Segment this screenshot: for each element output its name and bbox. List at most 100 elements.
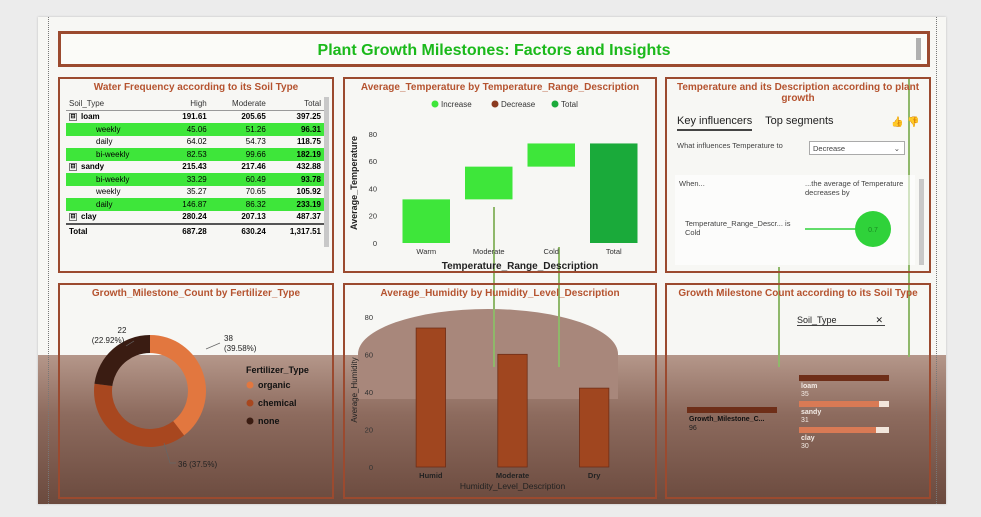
table-row[interactable]: daily 146.87 86.32 233.19 — [66, 198, 324, 211]
legend-item[interactable]: chemical — [258, 398, 297, 408]
cell-total: 233.19 — [268, 198, 324, 211]
fertilizer-donut-chart: 38(39.58%) 36 (37.5%) 22(22.92%) Fertilizer… — [92, 326, 309, 469]
soil-type-node-clay[interactable]: clay 30 — [799, 427, 889, 451]
soil-type-node-loam[interactable]: loam 35 — [799, 375, 889, 399]
cell-moderate: 70.65 — [245, 187, 266, 197]
cell-high: 280.24 — [182, 212, 207, 222]
panel-title: Growth Milestone Count according to its … — [678, 288, 918, 299]
waterfall-increase-bar[interactable] — [402, 199, 451, 243]
tab-key-influencers[interactable]: Key influencers — [677, 115, 753, 131]
legend-marker — [431, 100, 439, 108]
page-title: Plant Growth Milestones: Factors and Ins… — [317, 42, 671, 59]
waterfall-total-bar[interactable] — [590, 143, 638, 243]
table-row[interactable]: bi-weekly 33.29 60.49 93.78 — [66, 173, 324, 186]
temperature-waterfall-panel: Average_Temperature by Temperature_Range… — [343, 77, 657, 273]
node-bar-fill — [799, 401, 879, 407]
cell-moderate: 86.32 — [209, 198, 269, 211]
data-label: 36 (37.5%) — [178, 460, 217, 469]
legend-item[interactable]: organic — [258, 380, 291, 390]
total-high: 687.28 — [164, 223, 210, 238]
table-row[interactable]: daily 64.02 54.73 118.75 — [66, 136, 324, 149]
soil-decomposition-panel: Growth Milestone Count according to its … — [665, 283, 931, 499]
cell-high: 33.29 — [164, 173, 210, 186]
dropdown-value: Decrease — [813, 144, 846, 153]
panel-title: Temperature and its Description accordin… — [676, 82, 920, 104]
influencer-detail-box: When... ...the average of Temperature de… — [675, 175, 915, 265]
y-axis-title: Average_Humidity — [350, 357, 359, 422]
total-label: Total — [66, 223, 165, 238]
legend-item[interactable]: none — [258, 416, 280, 426]
panel-title: Average_Humidity by Humidity_Level_Descr… — [380, 288, 620, 299]
humidity-bar[interactable] — [415, 327, 446, 468]
bubble-value: 0.7 — [868, 227, 878, 234]
panel-title: Water Frequency according to its Soil Ty… — [93, 82, 299, 93]
row-label-text: clay — [81, 212, 97, 222]
column-header-high[interactable]: High — [164, 97, 210, 111]
humidity-bar[interactable] — [497, 353, 528, 468]
collapse-icon[interactable]: ⊟ — [69, 163, 77, 172]
tab-top-segments[interactable]: Top segments — [765, 115, 834, 127]
table-row[interactable]: ⊟ sandy 215.43 217.46 432.88 — [66, 161, 324, 174]
root-bar[interactable] — [687, 407, 777, 413]
y-tick-label: 80 — [369, 130, 377, 139]
x-tick-label: Total — [606, 247, 622, 256]
cell-total: 118.75 — [296, 137, 321, 147]
plant-stem-decoration — [493, 207, 495, 367]
legend-marker — [551, 100, 559, 108]
influence-bubble[interactable] — [855, 211, 891, 247]
y-tick-label: 20 — [365, 425, 373, 434]
chevron-down-icon: ⌄ — [893, 144, 900, 153]
soil-mound — [358, 309, 618, 399]
matrix-scrollbar[interactable] — [324, 97, 329, 247]
node-value: 30 — [801, 443, 809, 450]
root-label: Growth_Milestone_C... — [689, 416, 765, 423]
row-label: ⊟ clay — [66, 211, 165, 225]
root-value: 96 — [689, 425, 697, 432]
temperature-waterfall-chart: Increase Decrease Total 0 20 40 60 80 Average_Te… — [349, 100, 638, 271]
donut-slice-organic[interactable] — [150, 335, 206, 436]
table-row[interactable]: ⊟ clay 280.24 207.13 487.37 — [66, 211, 324, 225]
influencer-scrollbar[interactable] — [919, 179, 924, 265]
row-label: bi-weekly — [66, 173, 165, 186]
column-header-total[interactable]: Total — [268, 97, 324, 111]
cell-moderate: 51.26 — [209, 123, 269, 136]
x-tick-label: Moderate — [496, 471, 529, 480]
thumbs-up-icon[interactable]: 👍 — [891, 117, 904, 128]
legend-label: Decrease — [501, 100, 536, 109]
x-tick-label: Cold — [544, 247, 559, 256]
legend-marker — [246, 399, 254, 407]
donut-slice-chemical[interactable] — [94, 383, 185, 447]
close-icon[interactable]: ✕ — [875, 315, 883, 325]
table-row[interactable]: weekly 45.06 51.26 96.31 — [66, 123, 324, 136]
thumbs-down-icon[interactable]: 👎 — [907, 117, 920, 128]
humidity-bar[interactable] — [579, 387, 610, 468]
waterfall-increase-bar[interactable] — [465, 166, 513, 200]
title-scrollbar[interactable] — [916, 38, 921, 60]
panel-title: Growth_Milestone_Count by Fertilizer_Typ… — [91, 288, 301, 299]
row-label: daily — [66, 198, 165, 211]
row-label: bi-weekly — [66, 148, 165, 161]
average-change-label: ...the average of Temperature decreases … — [805, 179, 904, 197]
column-header-soil-type[interactable]: Soil_Type — [66, 97, 165, 111]
collapse-icon[interactable]: ⊟ — [69, 213, 77, 222]
soil-type-level-header[interactable]: Soil_Type ✕ — [797, 315, 885, 326]
influencer-condition[interactable]: Temperature_Range_Descr... is Cold — [685, 219, 791, 237]
leader-line — [163, 442, 176, 464]
plant-stem-decoration — [778, 267, 780, 367]
x-tick-label: Dry — [588, 471, 601, 480]
column-header-moderate[interactable]: Moderate — [209, 97, 269, 111]
node-label: clay — [801, 435, 815, 442]
table-row[interactable]: bi-weekly 82.53 99.66 182.19 — [66, 148, 324, 161]
influence-direction-dropdown[interactable]: Decrease ⌄ — [809, 141, 905, 155]
legend-label: Total — [561, 100, 578, 109]
collapse-icon[interactable]: ⊟ — [69, 113, 77, 122]
node-label: loam — [801, 383, 818, 390]
leader-line — [205, 342, 221, 350]
donut-slice-none[interactable] — [94, 335, 150, 387]
report-title-bar: Plant Growth Milestones: Factors and Ins… — [58, 31, 930, 67]
table-row[interactable]: weekly 35.27 70.65 105.92 — [66, 186, 324, 199]
waterfall-increase-bar[interactable] — [527, 143, 576, 167]
soil-type-node-sandy[interactable]: sandy 31 — [799, 401, 889, 425]
water-frequency-matrix-panel: Water Frequency according to its Soil Ty… — [58, 77, 334, 273]
table-row[interactable]: ⊟ loam 191.61 205.65 397.25 — [66, 110, 324, 123]
